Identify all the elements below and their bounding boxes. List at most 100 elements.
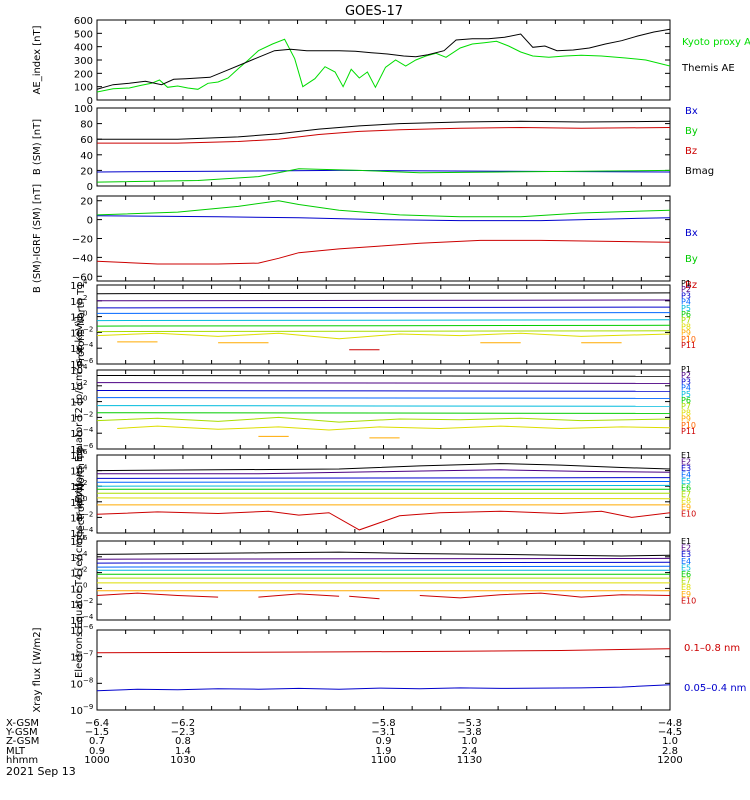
series-line-bz xyxy=(97,126,670,144)
y-tick-label-exp: 0 xyxy=(83,395,87,403)
legend-label: Bz xyxy=(685,280,697,291)
y-tick-label-base: 10 xyxy=(70,529,83,540)
series-line-p4 xyxy=(97,312,670,314)
y-tick-label-base: 10 xyxy=(70,429,83,440)
legend-label: P7 xyxy=(681,316,691,325)
y-tick-label-base: 10 xyxy=(70,328,83,339)
y-tick-label-base: 10 xyxy=(70,584,83,595)
legend-label: E10 xyxy=(681,510,696,519)
x-axis-value: 0.9 xyxy=(89,746,105,757)
x-axis-value: −3.8 xyxy=(457,727,481,738)
y-tick-label-exp: −2 xyxy=(83,325,93,333)
y-tick-label-base: 10 xyxy=(70,679,83,690)
legend-label: E5 xyxy=(681,563,691,572)
legend-label: P8 xyxy=(681,408,691,417)
y-tick-label: 300 xyxy=(74,56,93,67)
x-axis-value: −5.3 xyxy=(457,718,481,729)
y-tick-label-exp: −4 xyxy=(83,341,94,349)
series-line-0-05-0-4-nm xyxy=(97,684,670,692)
plot-title: GOES-17 xyxy=(345,4,403,19)
legend-label: Bx xyxy=(685,106,698,117)
legend-label: Kyoto proxy AE xyxy=(682,37,750,48)
panel-frame xyxy=(96,629,671,711)
x-axis-row-label: Y-GSM xyxy=(5,727,38,738)
legend-label: By xyxy=(685,254,698,265)
legend-label: E7 xyxy=(681,490,691,499)
series-line-p5 xyxy=(97,319,670,322)
legend-label: P9 xyxy=(681,329,691,338)
series-line-p1 xyxy=(97,292,670,295)
panel-frame xyxy=(96,284,671,365)
y-tick-label: 20 xyxy=(80,166,93,177)
y-tick-label-exp: 2 xyxy=(83,294,87,302)
series-line-p3 xyxy=(97,306,670,309)
y-tick-label-exp: 6 xyxy=(83,534,88,542)
legend-label: P7 xyxy=(681,402,691,411)
y-tick-label-base: 10 xyxy=(70,366,83,377)
legend-label: E2 xyxy=(681,544,691,553)
y-tick-label-exp: 6 xyxy=(83,448,88,456)
legend-label: P4 xyxy=(681,384,691,393)
legend-label: Bx xyxy=(685,228,698,239)
series-line-p8 xyxy=(117,425,670,431)
legend-label: P5 xyxy=(681,304,691,313)
x-axis-value: 1.9 xyxy=(376,746,392,757)
y-tick-label: 100 xyxy=(74,83,93,94)
legend-label: P10 xyxy=(681,421,696,430)
y-tick-label-exp: −2 xyxy=(83,597,93,605)
y-tick-label-base: 10 xyxy=(70,451,83,462)
series-line-p6 xyxy=(97,412,670,414)
chart-panel-3: −60 −40 −20 0 20 B (SM)-IGRF (SM) [nT] Bx By Bz xyxy=(32,184,698,293)
y-tick-label-exp: −4 xyxy=(83,426,94,434)
series-line-0-1-0-8-nm xyxy=(97,648,670,654)
x-axis-value: 1130 xyxy=(457,755,482,766)
legend-label: Bmag xyxy=(685,166,714,177)
legend-label: E6 xyxy=(681,484,691,493)
y-tick-label-exp: −6 xyxy=(83,357,94,365)
y-tick-label-base: 10 xyxy=(70,382,83,393)
y-tick-label-base: 10 xyxy=(70,344,83,355)
y-axis-label: Electrons Equator T4 [e/(cm²-s-sr-keV)] xyxy=(74,483,85,678)
x-axis-value: 1.0 xyxy=(662,736,678,747)
x-axis-value: −6.4 xyxy=(85,718,109,729)
legend-label: P11 xyxy=(681,341,696,350)
y-tick-label-base: 10 xyxy=(70,482,83,493)
y-axis-label: AE_index [nT] xyxy=(32,25,43,94)
x-axis-value: −3.1 xyxy=(371,727,395,738)
x-axis-value: 1200 xyxy=(657,755,682,766)
x-axis-value: 1000 xyxy=(84,755,109,766)
y-tick-label-exp: 4 xyxy=(83,464,88,472)
legend-label: P2 xyxy=(681,285,691,294)
legend-label: E3 xyxy=(681,550,691,559)
legend-label: P10 xyxy=(681,335,696,344)
legend-label: E9 xyxy=(681,590,691,599)
panel-frame xyxy=(96,195,671,282)
panel-frame xyxy=(96,107,671,187)
series-line-e10 xyxy=(97,510,670,531)
legend-label: 0.1–0.8 nm xyxy=(684,643,740,654)
y-tick-label-base: 10 xyxy=(70,626,83,637)
y-tick-label: 600 xyxy=(74,16,93,27)
series-line-e5 xyxy=(97,484,670,487)
y-tick-label-base: 10 xyxy=(70,360,83,371)
series-line-p7 xyxy=(97,416,670,423)
legend-label: P6 xyxy=(681,310,691,319)
y-tick-label: 500 xyxy=(74,29,93,40)
x-axis-value: −4.8 xyxy=(658,718,682,729)
x-axis-value: 1030 xyxy=(170,755,195,766)
y-axis-label: Electrons North T3 xyxy=(76,447,87,540)
legend-label: P3 xyxy=(681,377,691,386)
legend-label: E3 xyxy=(681,464,691,473)
legend-label: E10 xyxy=(681,596,696,605)
y-tick-label-exp: 0 xyxy=(83,495,87,503)
y-tick-label-exp: 0 xyxy=(83,581,87,589)
x-axis-value: −6.2 xyxy=(171,718,195,729)
y-tick-label: 200 xyxy=(74,69,93,80)
x-axis-value: −1.5 xyxy=(85,727,109,738)
series-line-p5 xyxy=(97,405,670,407)
series-line-p9 xyxy=(117,341,622,344)
